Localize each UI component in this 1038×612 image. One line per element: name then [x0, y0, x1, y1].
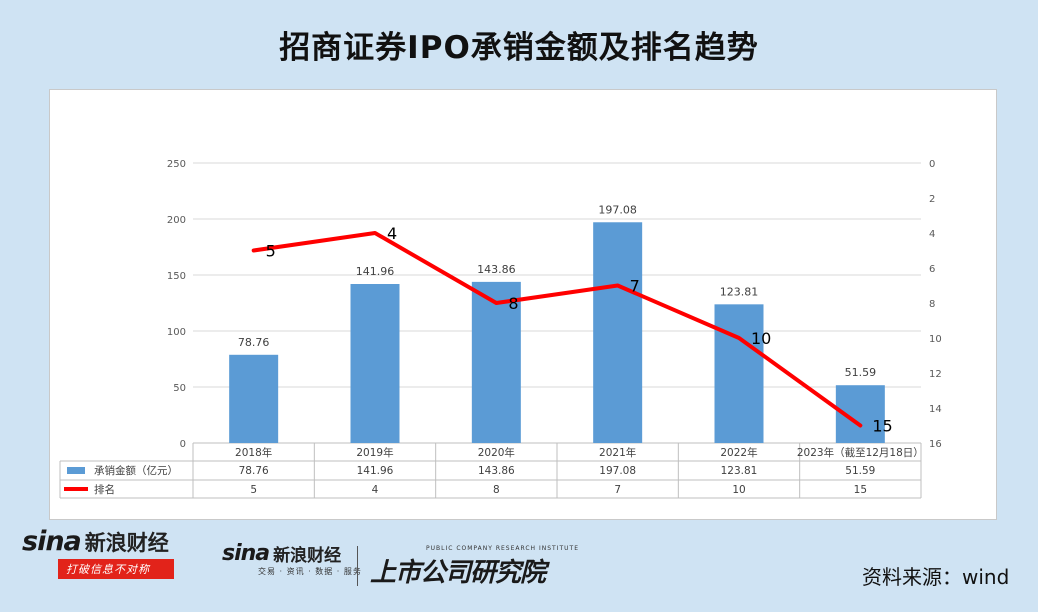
- sina-wordmark: sina: [22, 526, 82, 557]
- bar: [471, 281, 521, 443]
- x-category-label: 2023年（截至12月18日）: [797, 446, 924, 459]
- bar: [593, 222, 643, 443]
- y-right-tick-label: 6: [929, 264, 935, 275]
- y-right-tick-label: 4: [929, 229, 935, 240]
- table-rank-value: 15: [854, 484, 867, 496]
- y-left-tick-label: 250: [167, 159, 186, 170]
- table-rank-value: 5: [250, 484, 257, 496]
- table-bar-value: 197.08: [599, 465, 636, 477]
- y-left-tick-label: 100: [167, 327, 186, 338]
- table-rank-value: 8: [493, 484, 500, 496]
- rank-value-label: 15: [872, 417, 892, 436]
- table-rank-value: 4: [372, 484, 379, 496]
- rank-value-label: 8: [508, 294, 518, 313]
- table-rank-value: 10: [732, 484, 745, 496]
- sina-slogan: 打破信息不对称: [58, 559, 174, 579]
- x-category-label: 2020年: [478, 446, 515, 459]
- sina-finance-logo: sina 新浪财经 打破信息不对称: [22, 526, 174, 579]
- bar-value-label: 143.86: [477, 263, 516, 276]
- sina-finance-name-secondary: 新浪财经: [273, 546, 342, 566]
- bar-value-label: 197.08: [598, 203, 637, 216]
- rank-value-label: 4: [387, 224, 397, 243]
- bar-value-label: 78.76: [238, 336, 270, 349]
- y-right-tick-label: 2: [929, 194, 935, 205]
- bar: [229, 354, 279, 443]
- y-left-tick-label: 50: [173, 383, 186, 394]
- rank-value-label: 10: [751, 329, 771, 348]
- institute-logo: PUBLIC COMPANY RESEARCH INSTITUTE 上市公司研究…: [370, 545, 579, 589]
- rank-line: [251, 231, 863, 428]
- x-category-label: 2019年: [356, 446, 393, 459]
- legend-bar-label: 承销金额（亿元）: [94, 464, 178, 477]
- x-category-label: 2021年: [599, 446, 636, 459]
- y-right-tick-label: 16: [929, 439, 942, 450]
- y-left-tick-label: 200: [167, 215, 186, 226]
- y-right-tick-label: 0: [929, 159, 935, 170]
- chart-svg: 0 50 100 150 200 250 0 2 4 6 8 10 12 14 16 78.76 141.96 1…: [59, 159, 942, 499]
- table-rank-value: 7: [614, 484, 621, 496]
- sina-finance-name: 新浪财经: [84, 530, 169, 555]
- chart-panel: 0 50 100 150 200 250 0 2 4 6 8 10 12 14 16 78.76 141.96 1…: [49, 89, 997, 520]
- bar-value-label: 123.81: [720, 285, 759, 298]
- sina-wordmark-secondary: sina: [222, 541, 270, 566]
- rank-value-label: 5: [266, 242, 276, 261]
- chart-title: 招商证券IPO承销金额及排名趋势: [279, 30, 759, 66]
- y-left-tick-label: 150: [167, 271, 186, 282]
- y-right-tick-label: 8: [929, 299, 935, 310]
- bar: [714, 304, 764, 443]
- logo-divider: [357, 546, 358, 586]
- bar-value-label: 141.96: [356, 265, 395, 278]
- legend-line-label: 排名: [94, 483, 115, 496]
- table-bar-value: 141.96: [357, 465, 394, 477]
- y-left-tick-label: 0: [180, 439, 186, 450]
- sina-services-line: 交易 · 资讯 · 数据 · 服务: [258, 567, 362, 576]
- bar: [350, 284, 400, 443]
- data-source-note: 资料来源：wind: [862, 565, 1010, 589]
- legend-bar-swatch: [67, 467, 85, 474]
- table-bar-value: 78.76: [239, 465, 269, 477]
- y-right-tick-label: 10: [929, 334, 942, 345]
- bar-value-label: 51.59: [845, 366, 877, 379]
- sina-finance-logo-secondary: sina 新浪财经 交易 · 资讯 · 数据 · 服务: [222, 541, 362, 577]
- rank-value-label: 7: [630, 277, 640, 296]
- institute-english-name: PUBLIC COMPANY RESEARCH INSTITUTE: [426, 545, 579, 552]
- x-category-label: 2022年: [720, 446, 757, 459]
- table-bar-value: 51.59: [845, 465, 875, 477]
- x-category-label: 2018年: [235, 446, 272, 459]
- y-right-tick-label: 14: [929, 404, 942, 415]
- y-right-tick-label: 12: [929, 369, 942, 380]
- table-bar-value: 143.86: [478, 465, 515, 477]
- institute-chinese-name: 上市公司研究院: [370, 558, 546, 588]
- table-bar-value: 123.81: [721, 465, 758, 477]
